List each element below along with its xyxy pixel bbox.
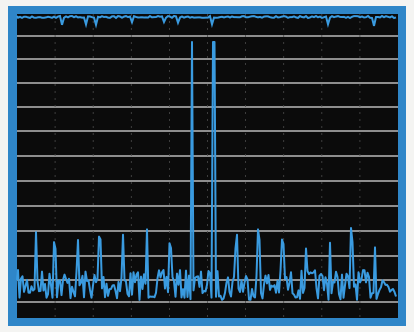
page: (() => { const svg = document.getElement…: [0, 0, 414, 332]
analyzer-screen: [0, 0, 414, 332]
